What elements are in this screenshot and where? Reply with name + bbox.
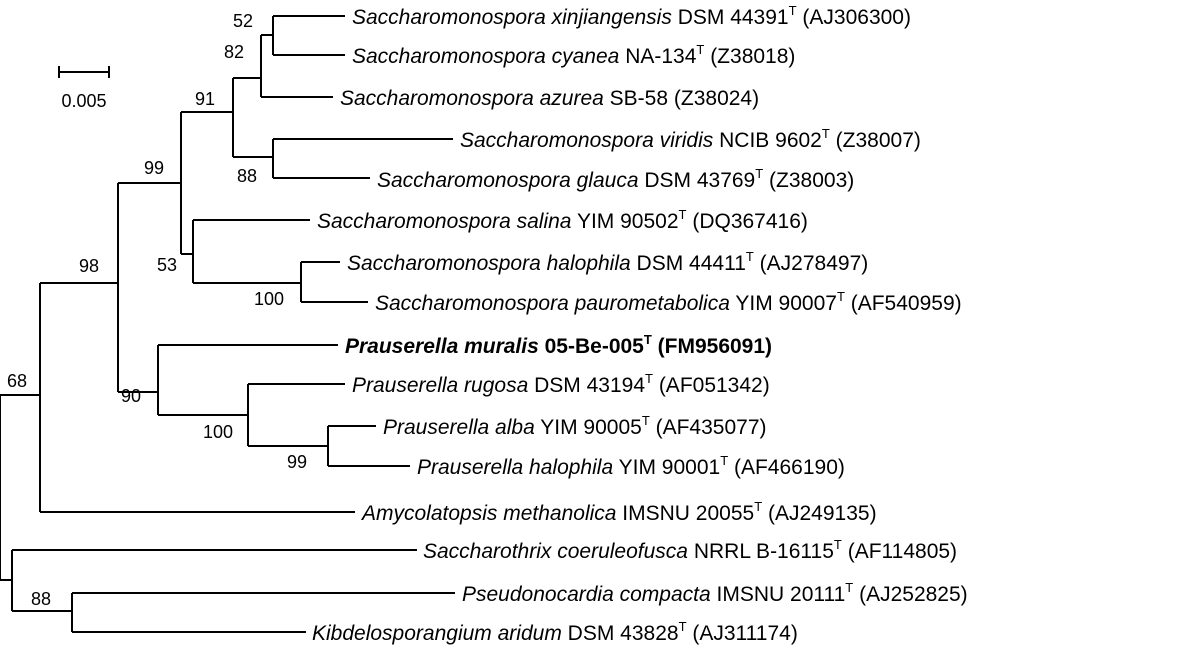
type-strain-mark: T [644, 332, 652, 347]
bootstrap-value: 98 [79, 256, 99, 276]
type-strain-mark: T [834, 537, 842, 552]
taxon-strain: DSM 43769 [644, 169, 755, 192]
taxon-label: Saccharomonospora glauca DSM 43769T (Z38… [377, 166, 854, 192]
taxon-strain: YIM 90005 [540, 416, 642, 439]
taxon-label: Saccharomonospora paurometabolica YIM 90… [375, 289, 962, 315]
taxon-accession: (FM956091) [658, 335, 772, 358]
type-strain-mark: T [789, 3, 797, 18]
taxon-species: Saccharomonospora viridis [460, 129, 714, 152]
taxon-label: Prauserella rugosa DSM 43194T (AF051342) [352, 371, 770, 397]
type-strain-mark: T [679, 619, 687, 634]
type-strain-mark: T [754, 499, 762, 514]
taxon-strain: NRRL B-16115 [694, 540, 834, 563]
bootstrap-value: 53 [157, 255, 177, 275]
taxon-label-highlighted: Prauserella muralis 05-Be-005T (FM956091… [345, 332, 772, 358]
type-strain-mark: T [746, 249, 754, 264]
scale-bar-label: 0.005 [61, 91, 106, 111]
taxon-strain: 05-Be-005 [545, 335, 645, 358]
taxon-accession: (Z38018) [710, 45, 795, 68]
taxon-species: Prauserella halophila [417, 456, 613, 479]
taxon-species: Saccharomonospora halophila [347, 252, 631, 275]
taxon-label: Saccharomonospora xinjiangensis DSM 4439… [352, 3, 911, 29]
bootstrap-value: 82 [224, 42, 244, 62]
type-strain-mark: T [755, 166, 763, 181]
taxon-label: Saccharomonospora salina YIM 90502T (DQ3… [317, 207, 808, 233]
taxon-accession: (AJ278497) [760, 252, 869, 275]
taxon-label: Pseudonocardia compacta IMSNU 20111T (AJ… [462, 580, 968, 606]
bootstrap-value: 99 [287, 452, 307, 472]
taxon-species: Amycolatopsis methanolica [360, 502, 616, 525]
type-strain-mark: T [642, 413, 650, 428]
taxon-label: Kibdelosporangium aridum DSM 43828T (AJ3… [312, 619, 798, 645]
type-strain-mark: T [679, 207, 687, 222]
taxon-label: Amycolatopsis methanolica IMSNU 20055T (… [360, 499, 877, 525]
taxon-accession: (AJ306300) [802, 6, 911, 29]
taxon-accession: (AJ311174) [692, 622, 797, 645]
taxon-species: Saccharothrix coeruleofusca [423, 540, 688, 563]
taxon-label: Saccharomonospora halophila DSM 44411T (… [347, 249, 868, 275]
bootstrap-value: 100 [254, 289, 284, 309]
taxon-strain: NA-134 [625, 45, 697, 68]
type-strain-mark: T [720, 453, 728, 468]
taxon-label: Prauserella alba YIM 90005T (AF435077) [383, 413, 767, 439]
taxon-species: Saccharomonospora cyanea [352, 45, 619, 68]
taxon-species: Prauserella muralis [345, 335, 539, 358]
bootstrap-value: 88 [237, 166, 257, 186]
taxon-accession: (AF114805) [848, 540, 957, 563]
bootstrap-values: 52 82 91 88 99 53 100 98 90 100 99 68 88 [7, 11, 307, 609]
taxon-label: Saccharomonospora azurea SB-58 (Z38024) [340, 87, 759, 110]
taxon-species: Saccharomonospora azurea [340, 87, 604, 110]
taxon-label: Prauserella halophila YIM 90001T (AF4661… [417, 453, 845, 479]
taxon-strain: YIM 90502 [577, 210, 679, 233]
type-strain-mark: T [696, 42, 704, 57]
taxon-accession: (AF540959) [851, 292, 962, 315]
bootstrap-value: 100 [203, 422, 233, 442]
taxon-strain: YIM 90007 [735, 292, 837, 315]
taxon-strain: NCIB 9602 [719, 129, 822, 152]
taxon-strain: YIM 90001 [619, 456, 721, 479]
taxon-species: Saccharomonospora glauca [377, 169, 639, 192]
bootstrap-value: 99 [144, 158, 164, 178]
taxon-strain: DSM 44391 [678, 6, 789, 29]
taxon-label: Saccharomonospora cyanea NA-134T (Z38018… [352, 42, 795, 68]
type-strain-mark: T [822, 126, 830, 141]
taxon-accession: (AF051342) [659, 374, 770, 397]
taxon-strain: DSM 43828 [568, 622, 679, 645]
bootstrap-value: 91 [195, 89, 215, 109]
taxon-strain: DSM 43194 [534, 374, 645, 397]
taxon-species: Saccharomonospora xinjiangensis [352, 6, 672, 29]
bootstrap-value: 88 [31, 589, 51, 609]
taxon-accession: (Z38007) [836, 129, 921, 152]
type-strain-mark: T [645, 371, 653, 386]
taxon-labels: Saccharomonospora xinjiangensis DSM 4439… [312, 3, 968, 645]
taxon-species: Saccharomonospora salina [317, 210, 571, 233]
taxon-label: Saccharothrix coeruleofusca NRRL B-16115… [423, 537, 957, 563]
taxon-accession: (AJ249135) [768, 502, 877, 525]
taxon-accession: (AJ252825) [859, 583, 968, 606]
taxon-strain: SB-58 [610, 87, 668, 110]
taxon-accession: (AF435077) [656, 416, 767, 439]
type-strain-mark: T [845, 580, 853, 595]
taxon-accession: (DQ367416) [692, 210, 808, 233]
bootstrap-value: 52 [233, 11, 253, 31]
taxon-accession: (AF466190) [734, 456, 845, 479]
taxon-strain: DSM 44411 [637, 252, 746, 275]
scale-bar: 0.005 [58, 66, 110, 111]
bootstrap-value: 90 [121, 386, 141, 406]
taxon-accession: (Z38003) [769, 169, 854, 192]
taxon-species: Pseudonocardia compacta [462, 583, 711, 606]
taxon-strain: IMSNU 20055 [622, 502, 754, 525]
taxon-accession: (Z38024) [674, 87, 759, 110]
type-strain-mark: T [837, 289, 845, 304]
taxon-species: Saccharomonospora paurometabolica [375, 292, 730, 315]
taxon-strain: IMSNU 20111 [717, 583, 846, 606]
taxon-species: Prauserella alba [383, 416, 535, 439]
taxon-species: Prauserella rugosa [352, 374, 528, 397]
tree-branches [0, 15, 455, 633]
taxon-species: Kibdelosporangium aridum [312, 622, 562, 645]
taxon-label: Saccharomonospora viridis NCIB 9602T (Z3… [460, 126, 921, 152]
bootstrap-value: 68 [7, 371, 27, 391]
